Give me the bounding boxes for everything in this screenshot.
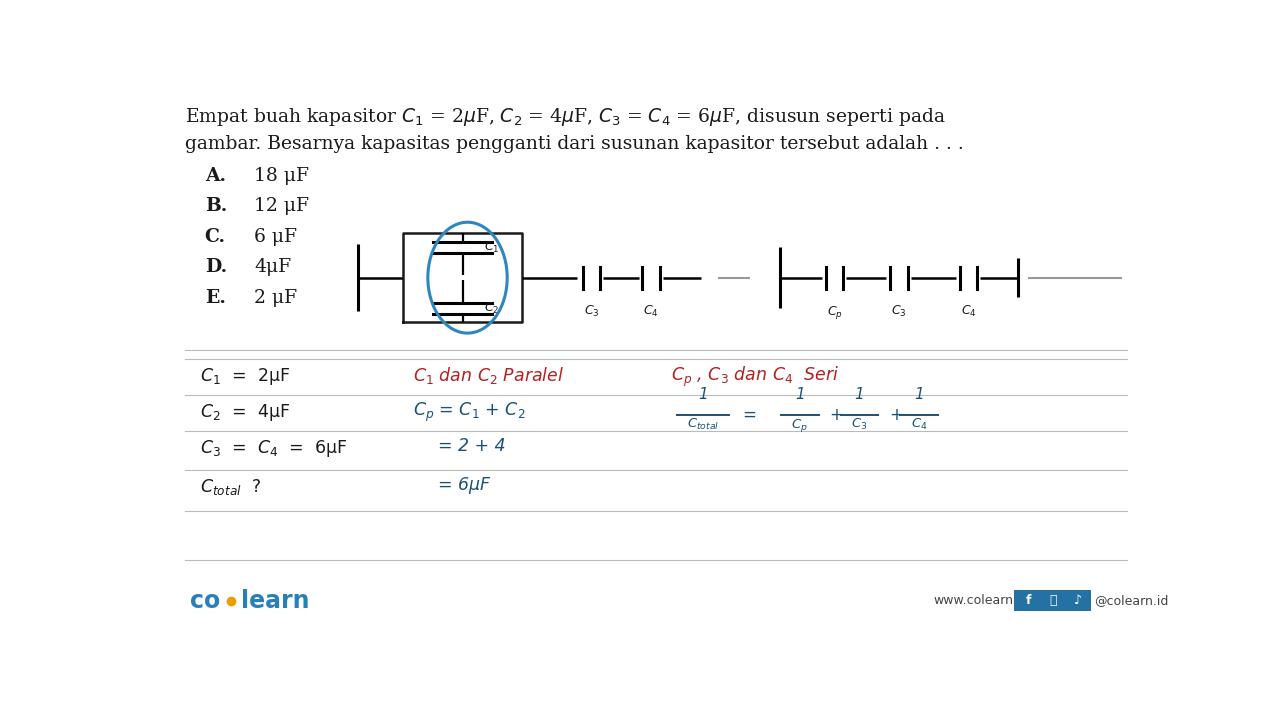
- Text: B.: B.: [205, 197, 227, 215]
- Text: $C_{total}$: $C_{total}$: [687, 417, 719, 432]
- Text: co: co: [189, 589, 220, 613]
- Text: $C_2$: $C_2$: [484, 301, 499, 315]
- Text: 2 μF: 2 μF: [255, 289, 297, 307]
- Text: f: f: [1025, 595, 1030, 608]
- Text: $C_p$: $C_p$: [791, 417, 808, 434]
- Text: $C_3$: $C_3$: [891, 305, 906, 320]
- Text: 1: 1: [795, 387, 805, 402]
- Text: $C_1$: $C_1$: [484, 240, 500, 255]
- Text: $C_4$: $C_4$: [910, 417, 927, 432]
- FancyBboxPatch shape: [1014, 590, 1042, 611]
- Text: $C_p$ , $C_3$ dan $C_4$  Seri: $C_p$ , $C_3$ dan $C_4$ Seri: [671, 365, 838, 389]
- Text: ⓞ: ⓞ: [1050, 595, 1056, 608]
- Text: $C_3$: $C_3$: [851, 417, 868, 432]
- Text: 1: 1: [699, 387, 708, 402]
- Text: D.: D.: [205, 258, 227, 276]
- Text: C.: C.: [205, 228, 225, 246]
- FancyBboxPatch shape: [1064, 590, 1092, 611]
- Text: +: +: [829, 406, 844, 424]
- Text: 18 μF: 18 μF: [255, 167, 310, 185]
- Text: E.: E.: [205, 289, 225, 307]
- Text: Empat buah kapasitor $C_1$ = 2$\mu$F, $C_2$ = 4$\mu$F, $C_3$ = $C_4$ = 6$\mu$F, : Empat buah kapasitor $C_1$ = 2$\mu$F, $C…: [184, 106, 946, 128]
- Text: $C_1$ dan $C_2$ Paralel: $C_1$ dan $C_2$ Paralel: [413, 365, 564, 386]
- Text: =: =: [742, 406, 756, 424]
- Text: 1: 1: [914, 387, 924, 402]
- Text: $C_3$: $C_3$: [584, 305, 599, 320]
- Text: $C_1$  =  2μF: $C_1$ = 2μF: [200, 366, 289, 387]
- Text: gambar. Besarnya kapasitas pengganti dari susunan kapasitor tersebut adalah . . : gambar. Besarnya kapasitas pengganti dar…: [184, 135, 964, 153]
- Text: 4μF: 4μF: [255, 258, 292, 276]
- FancyBboxPatch shape: [1039, 590, 1066, 611]
- Text: $C_p$ = $C_1$ + $C_2$: $C_p$ = $C_1$ + $C_2$: [413, 401, 526, 424]
- Text: $C_{total}$  ?: $C_{total}$ ?: [200, 477, 261, 498]
- Text: = 6μF: = 6μF: [438, 476, 490, 494]
- Text: $C_3$  =  $C_4$  =  6μF: $C_3$ = $C_4$ = 6μF: [200, 438, 347, 459]
- Text: www.colearn.id: www.colearn.id: [934, 595, 1029, 608]
- Text: learn: learn: [242, 589, 310, 613]
- Text: 12 μF: 12 μF: [255, 197, 310, 215]
- Text: 6 μF: 6 μF: [255, 228, 297, 246]
- Text: @colearn.id: @colearn.id: [1094, 595, 1169, 608]
- Text: = 2 + 4: = 2 + 4: [438, 437, 506, 455]
- Text: $C_p$: $C_p$: [827, 305, 842, 321]
- Text: $C_4$: $C_4$: [643, 305, 659, 320]
- Text: 1: 1: [855, 387, 864, 402]
- Text: A.: A.: [205, 167, 225, 185]
- Text: ♪: ♪: [1074, 595, 1082, 608]
- Text: $C_4$: $C_4$: [960, 305, 977, 320]
- Text: +: +: [890, 406, 902, 424]
- Text: $C_2$  =  4μF: $C_2$ = 4μF: [200, 402, 289, 423]
